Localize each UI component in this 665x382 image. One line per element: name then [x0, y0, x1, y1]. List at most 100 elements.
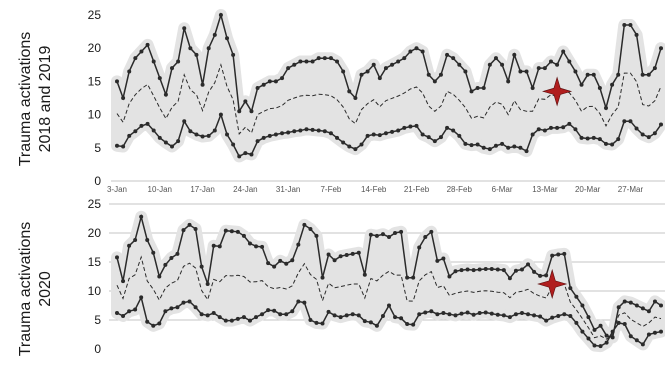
y-axis-title-line1: Trauma activations [17, 222, 34, 357]
lower-series-point [344, 313, 349, 318]
upper-series-point [139, 49, 144, 54]
upper-series-point [374, 233, 379, 238]
lower-series-point [501, 313, 506, 318]
upper-series-point [308, 226, 313, 231]
x-tick-label: 28-Feb [447, 185, 473, 194]
lower-series-point [223, 318, 228, 323]
upper-series-point [328, 56, 333, 61]
upper-series-point [471, 268, 476, 273]
upper-series-point [304, 59, 309, 64]
lower-series-point [290, 309, 295, 314]
lower-series-point [308, 318, 313, 322]
lower-series-point [465, 310, 470, 315]
lower-series-point [616, 320, 621, 325]
lower-series-point [241, 315, 246, 320]
lower-series-point [211, 311, 216, 316]
lower-series-point [512, 144, 517, 149]
upper-series-point [616, 72, 621, 77]
upper-series-point [182, 26, 187, 31]
upper-series-point [592, 327, 597, 332]
lower-series-point [157, 321, 162, 326]
y-tick-label: 15 [88, 255, 102, 269]
upper-series-point [302, 222, 307, 227]
lower-series-point [414, 123, 419, 128]
lower-series-point [362, 319, 367, 324]
upper-series-point [652, 66, 657, 71]
upper-series-point [205, 282, 210, 287]
lower-series-point [182, 119, 187, 124]
lower-series-point [574, 320, 579, 325]
lower-series-point [507, 315, 512, 320]
upper-series-point [255, 86, 260, 91]
lower-series-point [260, 312, 265, 317]
upper-series-point [249, 109, 254, 114]
lower-series-point [145, 319, 150, 324]
lower-series-point [489, 311, 494, 316]
lower-series-point [399, 316, 404, 321]
lower-series-point [481, 145, 486, 150]
lower-series-point [359, 142, 364, 147]
lower-series-point [634, 126, 639, 131]
upper-series-point [175, 251, 180, 256]
lower-series-point [417, 312, 422, 317]
lower-series-point [475, 142, 480, 147]
lower-series-point [603, 141, 608, 146]
upper-series-point [538, 273, 543, 278]
upper-series-point [163, 92, 168, 97]
lower-series-point [435, 312, 440, 317]
upper-series-point [426, 72, 431, 77]
upper-series-point [231, 52, 236, 57]
lower-series-point [500, 141, 505, 146]
lower-series-point [530, 132, 535, 137]
upper-series-point [316, 56, 321, 61]
lower-series-point [459, 311, 464, 316]
lower-series-point [591, 135, 596, 140]
lower-series-point [447, 312, 452, 317]
lower-series-point [205, 313, 210, 318]
upper-series-point [579, 82, 584, 87]
lower-series-point [139, 123, 144, 128]
lower-series-point [610, 142, 615, 147]
lower-series-point [286, 130, 291, 135]
upper-series-point [542, 66, 547, 71]
lower-series-point [272, 308, 277, 313]
lower-series-point [335, 135, 340, 140]
upper-series-point [296, 242, 301, 247]
upper-series-point [518, 69, 523, 74]
upper-series-point [286, 66, 291, 71]
upper-series-point [188, 46, 193, 51]
upper-series-point [477, 267, 482, 272]
lower-series-point [314, 320, 319, 325]
upper-series-point [170, 66, 175, 71]
lower-series-point [513, 312, 518, 317]
upper-series-point [292, 62, 297, 67]
lower-series-point [151, 128, 156, 133]
lower-series-point [322, 129, 327, 134]
y-tick-label: 20 [88, 41, 102, 55]
upper-series-point [481, 86, 486, 91]
upper-series-point [487, 62, 492, 67]
lower-series-point [646, 135, 651, 140]
lower-series-point [556, 313, 561, 318]
upper-series-point [393, 231, 398, 235]
upper-series-point [567, 59, 572, 64]
upper-series-point [562, 251, 567, 256]
upper-series-point [610, 82, 615, 87]
lower-series-point [646, 332, 651, 337]
lower-series-point [445, 125, 450, 130]
upper-series-point [423, 235, 428, 240]
upper-series-point [659, 303, 663, 308]
upper-series-point [408, 49, 413, 54]
lower-series-point [463, 141, 468, 146]
lower-series-point [247, 318, 252, 323]
lower-series-point [353, 147, 358, 152]
lower-series-point [194, 132, 199, 137]
upper-series-point [640, 72, 645, 77]
upper-series-point [519, 267, 524, 272]
lower-series-point [402, 125, 407, 130]
upper-series-point [659, 46, 663, 51]
lower-series-point [139, 295, 144, 300]
lower-series-point [628, 334, 633, 339]
upper-series-point [266, 261, 271, 266]
